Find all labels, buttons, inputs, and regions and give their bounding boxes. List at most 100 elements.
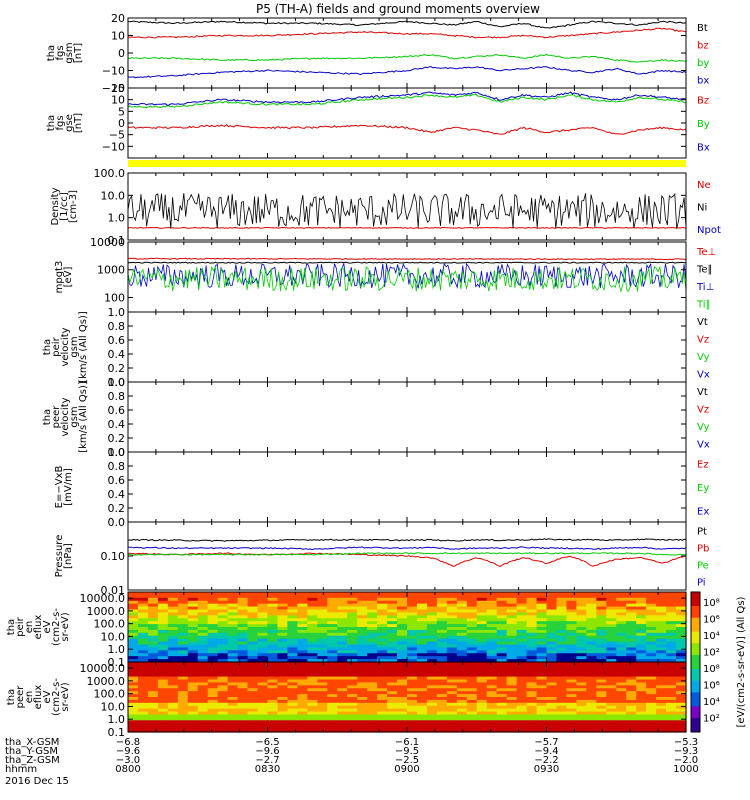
heatmap-cell (217, 650, 229, 654)
heatmap-cell (606, 685, 617, 689)
heatmap-cell (566, 653, 577, 657)
heatmap-cell (506, 638, 518, 643)
heatmap-cell (128, 682, 139, 686)
heatmap-cell (197, 694, 209, 698)
heatmap-cell (257, 656, 269, 660)
heatmap-cell (656, 723, 667, 727)
heatmap-cell (327, 694, 338, 698)
heatmap-cell (426, 726, 438, 730)
heatmap-cell (586, 685, 597, 689)
heatmap-cell (387, 618, 398, 622)
heatmap-cell (526, 688, 538, 692)
heatmap-cell (387, 659, 398, 663)
x-annotation-value: 1000 (673, 764, 698, 775)
heatmap-cell (317, 667, 328, 672)
series-line-Pt (127, 538, 687, 542)
y-tick-label: 1.0 (108, 212, 126, 225)
heatmap-cell (397, 656, 408, 660)
heatmap-cell (207, 717, 219, 721)
heatmap-cell (506, 699, 518, 704)
heatmap-cell (656, 679, 667, 684)
heatmap-cell (536, 723, 548, 727)
heatmap-cell (337, 647, 348, 651)
heatmap-cell (506, 711, 518, 716)
heatmap-cell (676, 612, 687, 616)
heatmap-cell (347, 659, 358, 663)
y-tick-label: 20 (111, 12, 125, 25)
heatmap-cell (197, 729, 209, 733)
heatmap-cell (377, 717, 388, 721)
heatmap-cell (556, 670, 568, 675)
heatmap-cell (247, 647, 259, 651)
y-axis-label: gsm (69, 406, 80, 427)
heatmap-cell (167, 624, 179, 628)
heatmap-cell (257, 662, 269, 666)
heatmap-cell (297, 705, 308, 710)
heatmap-cell (616, 621, 627, 625)
heatmap-cell (387, 624, 398, 628)
heatmap-cell (277, 647, 289, 651)
heatmap-cell (436, 632, 448, 637)
heatmap-cell (357, 729, 368, 733)
heatmap-cell (616, 647, 627, 651)
heatmap-cell (566, 670, 577, 675)
legend-entry: Vt (697, 387, 708, 398)
heatmap-cell (397, 691, 408, 695)
heatmap-cell (506, 609, 518, 614)
heatmap-cell (466, 603, 478, 608)
heatmap-cell (466, 606, 478, 611)
y-tick-label: 0.2 (108, 502, 126, 515)
heatmap-cell (247, 679, 259, 684)
heatmap-cell (446, 644, 458, 649)
heatmap-cell (377, 609, 388, 614)
heatmap-cell (137, 635, 149, 640)
heatmap-cell (357, 726, 368, 730)
heatmap-cell (506, 650, 518, 654)
heatmap-cell (307, 597, 318, 602)
heatmap-cell (137, 711, 149, 716)
heatmap-cell (147, 603, 159, 608)
heatmap-cell (407, 705, 418, 710)
heatmap-cell (556, 600, 568, 605)
heatmap-cell (387, 627, 398, 631)
heatmap-cell (407, 656, 418, 660)
heatmap-cell (476, 603, 488, 608)
heatmap-cell (576, 705, 587, 710)
heatmap-cell (566, 708, 577, 713)
heatmap-cell (397, 676, 408, 681)
y-axis-label: peir (15, 616, 26, 636)
heatmap-cell (646, 705, 657, 710)
heatmap-cell (187, 635, 199, 640)
heatmap-cell (147, 659, 159, 663)
heatmap-cell (666, 723, 677, 727)
heatmap-cell (496, 612, 508, 616)
heatmap-cell (546, 673, 558, 678)
heatmap-cell (476, 694, 488, 698)
heatmap-cell (466, 699, 478, 704)
heatmap-cell (287, 705, 298, 710)
heatmap-cell (576, 641, 587, 646)
heatmap-cell (207, 702, 219, 707)
heatmap-cell (676, 705, 687, 710)
heatmap-cell (227, 682, 239, 686)
heatmap-cell (317, 720, 328, 724)
y-tick-label: 0.1 (108, 656, 126, 669)
heatmap-cell (217, 664, 229, 669)
heatmap-cell (317, 627, 328, 631)
legend-entry: Te⊥ (696, 247, 716, 258)
heatmap-cell (666, 629, 677, 634)
heatmap-cell (237, 653, 249, 657)
heatmap-cell (466, 618, 478, 622)
heatmap-cell (486, 697, 498, 701)
heatmap-cell (476, 729, 488, 733)
heatmap-cell (128, 647, 139, 651)
heatmap-cell (297, 615, 308, 619)
heatmap-cell (546, 612, 558, 616)
heatmap-cell (157, 673, 169, 678)
heatmap-cell (516, 594, 528, 599)
heatmap-cell (307, 662, 318, 666)
heatmap-cell (237, 664, 249, 669)
heatmap-cell (586, 609, 597, 614)
heatmap-cell (656, 705, 667, 710)
heatmap-cell (357, 635, 368, 640)
